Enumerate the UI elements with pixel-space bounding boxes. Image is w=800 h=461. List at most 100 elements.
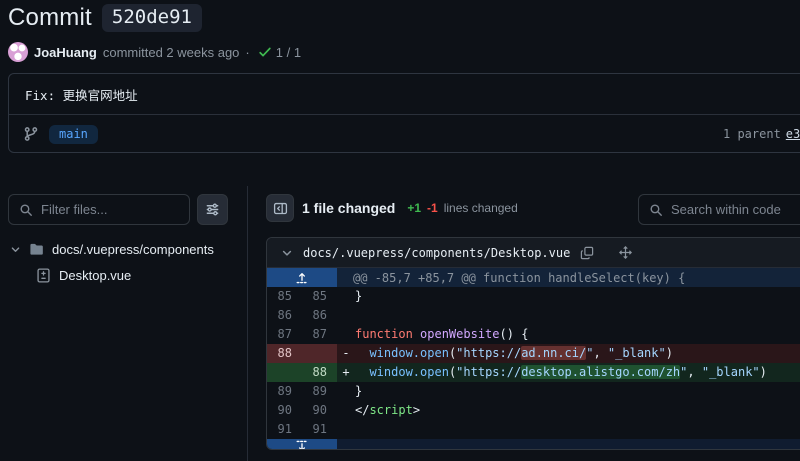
code-segment: ,: [687, 365, 702, 379]
diff-file-path[interactable]: docs/.vuepress/components/Desktop.vue: [303, 245, 571, 260]
code-line: }: [355, 382, 800, 401]
new-line-number[interactable]: 87: [312, 327, 327, 341]
diff-marker: [337, 401, 355, 420]
old-line-number[interactable]: 88: [267, 344, 302, 363]
code-segment: }: [355, 384, 363, 398]
old-line-number[interactable]: 85: [277, 289, 292, 303]
diff-marker: [337, 325, 355, 344]
sidebar-divider: [247, 186, 248, 461]
old-line-number[interactable]: 89: [277, 384, 292, 398]
new-line-number[interactable]: 90: [312, 403, 327, 417]
diff-marker: [337, 420, 355, 439]
checks-status[interactable]: 1 / 1: [258, 45, 301, 60]
code-segment: ": [680, 365, 688, 379]
diff-marker: [337, 306, 355, 325]
drag-move-icon[interactable]: [618, 245, 633, 260]
old-line-number[interactable]: 91: [277, 422, 292, 436]
code-segment: </: [355, 403, 370, 417]
diff-line-row: 89 89}: [267, 382, 800, 401]
commit-meta-row: JoaHuang committed 2 weeks ago · 1 / 1: [8, 42, 301, 62]
diff-line-row: 88 - window.open("https://ad.nn.ci/", "_b…: [267, 344, 800, 363]
code-line: }: [355, 287, 800, 306]
new-line-number[interactable]: 89: [312, 384, 327, 398]
old-line-number[interactable]: 90: [277, 403, 292, 417]
new-line-number[interactable]: [302, 344, 337, 363]
git-branch-icon: [23, 126, 39, 142]
code-segment: >: [412, 403, 421, 417]
old-line-number[interactable]: 87: [277, 327, 292, 341]
additions-count: +1: [407, 201, 422, 215]
code-segment: () {: [499, 327, 529, 341]
parent-hash-link[interactable]: e32c8: [785, 127, 800, 141]
code-segment: (: [448, 346, 457, 360]
commit-hash-badge: 520de91: [101, 4, 202, 32]
search-within-code-field[interactable]: [638, 194, 800, 225]
check-icon: [258, 45, 272, 59]
code-segment: ad.nn.ci/: [521, 346, 587, 360]
diff-line-row: 85 85}: [267, 287, 800, 306]
file-tree-options-button[interactable]: [197, 194, 228, 225]
new-line-number[interactable]: 91: [312, 422, 327, 436]
chevron-down-icon[interactable]: [281, 247, 293, 259]
code-segment: ": [586, 346, 594, 360]
code-segment: function: [355, 327, 413, 341]
sidebar-panel-icon: [273, 201, 288, 216]
search-icon: [19, 203, 33, 217]
chevron-down-icon[interactable]: [10, 244, 21, 255]
expand-down-icon: [295, 439, 309, 449]
expand-row-filler: [337, 439, 800, 449]
code-segment: openWebsite: [420, 327, 500, 341]
expand-up-button[interactable]: [267, 268, 337, 287]
files-changed-summary: 1 file changed +1 -1 lines changed: [302, 194, 518, 222]
new-line-number[interactable]: 86: [312, 308, 327, 322]
filter-files-field[interactable]: [8, 194, 190, 225]
hunk-header-row: @@ -85,7 +85,7 @@ function handleSelect(…: [267, 268, 800, 287]
code-segment: "https://: [456, 365, 522, 379]
tree-folder-row[interactable]: docs/.vuepress/components: [10, 236, 214, 262]
commit-header: Commit 520de91: [8, 4, 202, 32]
tree-file-row[interactable]: Desktop.vue: [36, 262, 131, 288]
diff-file-header: docs/.vuepress/components/Desktop.vue: [267, 238, 800, 268]
parent-label: 1 parent: [723, 127, 781, 141]
author-link[interactable]: JoaHuang: [34, 44, 97, 60]
expand-bottom-row: [267, 439, 800, 449]
code-segment: window.open: [369, 346, 449, 360]
old-line-number[interactable]: [267, 363, 302, 382]
new-line-number[interactable]: 88: [302, 363, 337, 382]
code-line: window.open("https://ad.nn.ci/", "_blank…: [355, 344, 800, 363]
code-line: window.open("https://desktop.alistgo.com…: [355, 363, 800, 382]
copy-icon[interactable]: [580, 246, 594, 260]
lines-changed-label: lines changed: [443, 201, 518, 215]
expand-down-button[interactable]: [267, 439, 337, 449]
code-line: [355, 306, 800, 325]
deletions-count: -1: [427, 201, 438, 215]
collapse-file-tree-button[interactable]: [266, 194, 294, 222]
checks-count: 1 / 1: [275, 44, 302, 60]
diff-marker: +: [342, 365, 350, 379]
code-segment: window.open: [369, 365, 449, 379]
search-within-code-input[interactable]: [671, 202, 800, 217]
new-line-number[interactable]: 85: [312, 289, 327, 303]
avatar[interactable]: [8, 42, 28, 62]
search-icon: [649, 203, 663, 217]
diff-line-row: 90 90 </script>: [267, 401, 800, 420]
page-title: Commit: [8, 4, 92, 31]
code-segment: }: [355, 289, 363, 303]
file-label: Desktop.vue: [59, 267, 132, 283]
old-line-number[interactable]: 86: [277, 308, 292, 322]
filter-files-input[interactable]: [41, 202, 179, 217]
code-segment: "https://: [456, 346, 522, 360]
files-changed-count: 1 file changed: [302, 200, 396, 216]
diff-marker: [337, 382, 355, 401]
folder-label: docs/.vuepress/components: [52, 241, 214, 257]
diff-marker: -: [342, 346, 350, 360]
expand-up-icon: [295, 271, 309, 285]
code-segment: desktop.alistgo.com/zh: [521, 365, 681, 379]
branch-badge[interactable]: main: [49, 124, 98, 144]
diff-file-panel: docs/.vuepress/components/Desktop.vue @@: [266, 237, 800, 450]
code-segment: "_blank": [701, 365, 760, 379]
code-segment: "_blank": [607, 346, 666, 360]
diff-marker: [337, 287, 355, 306]
code-segment: ,: [593, 346, 608, 360]
code-line: </script>: [355, 401, 800, 420]
